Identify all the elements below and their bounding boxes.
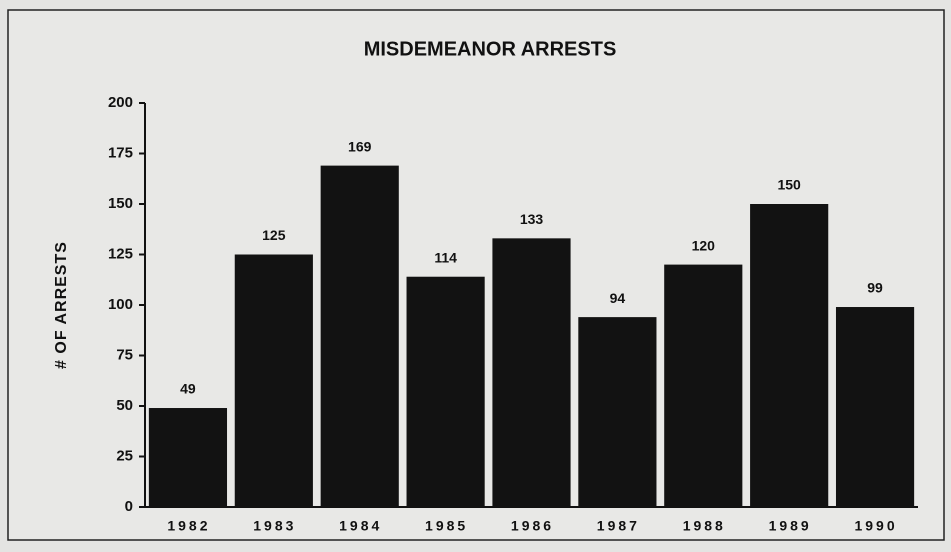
bar [664,264,743,507]
x-tick-label: 1988 [683,518,726,534]
y-tick-label: 0 [125,498,133,515]
value-label: 120 [692,237,716,253]
value-label: 133 [520,211,544,227]
x-tick-label: 1987 [597,518,640,534]
x-tick-label: 1983 [253,518,296,534]
x-tick-label: 1989 [769,518,812,534]
y-tick-label: 150 [108,195,133,212]
bar [578,317,657,507]
value-label: 99 [867,280,883,296]
bar [492,238,571,507]
y-tick-label: 50 [116,397,133,414]
value-label: 94 [610,290,626,306]
value-label: 114 [434,249,457,265]
value-label: 169 [348,138,372,154]
value-label: 125 [262,227,286,243]
y-tick-label: 175 [108,144,133,161]
chart-title: MISDEMEANOR ARRESTS [364,38,617,60]
bar [835,307,915,507]
y-tick-label: 75 [116,346,133,363]
bar [750,204,829,507]
y-tick-label: 125 [108,245,133,262]
bar [406,276,485,507]
x-tick-label: 1982 [167,518,210,534]
x-tick-label: 1985 [425,518,468,534]
y-tick-label: 100 [108,296,133,313]
value-label: 150 [777,177,801,193]
value-label: 49 [180,381,196,397]
x-tick-label: 1986 [511,518,554,534]
x-tick-label: 1990 [854,518,897,534]
y-tick-label: 25 [116,447,133,464]
bar [148,408,228,507]
y-axis-label: # OF ARRESTS [53,241,70,369]
bar [320,165,399,507]
y-tick-label: 200 [108,94,133,111]
bar [234,254,313,507]
x-tick-label: 1984 [339,518,382,534]
